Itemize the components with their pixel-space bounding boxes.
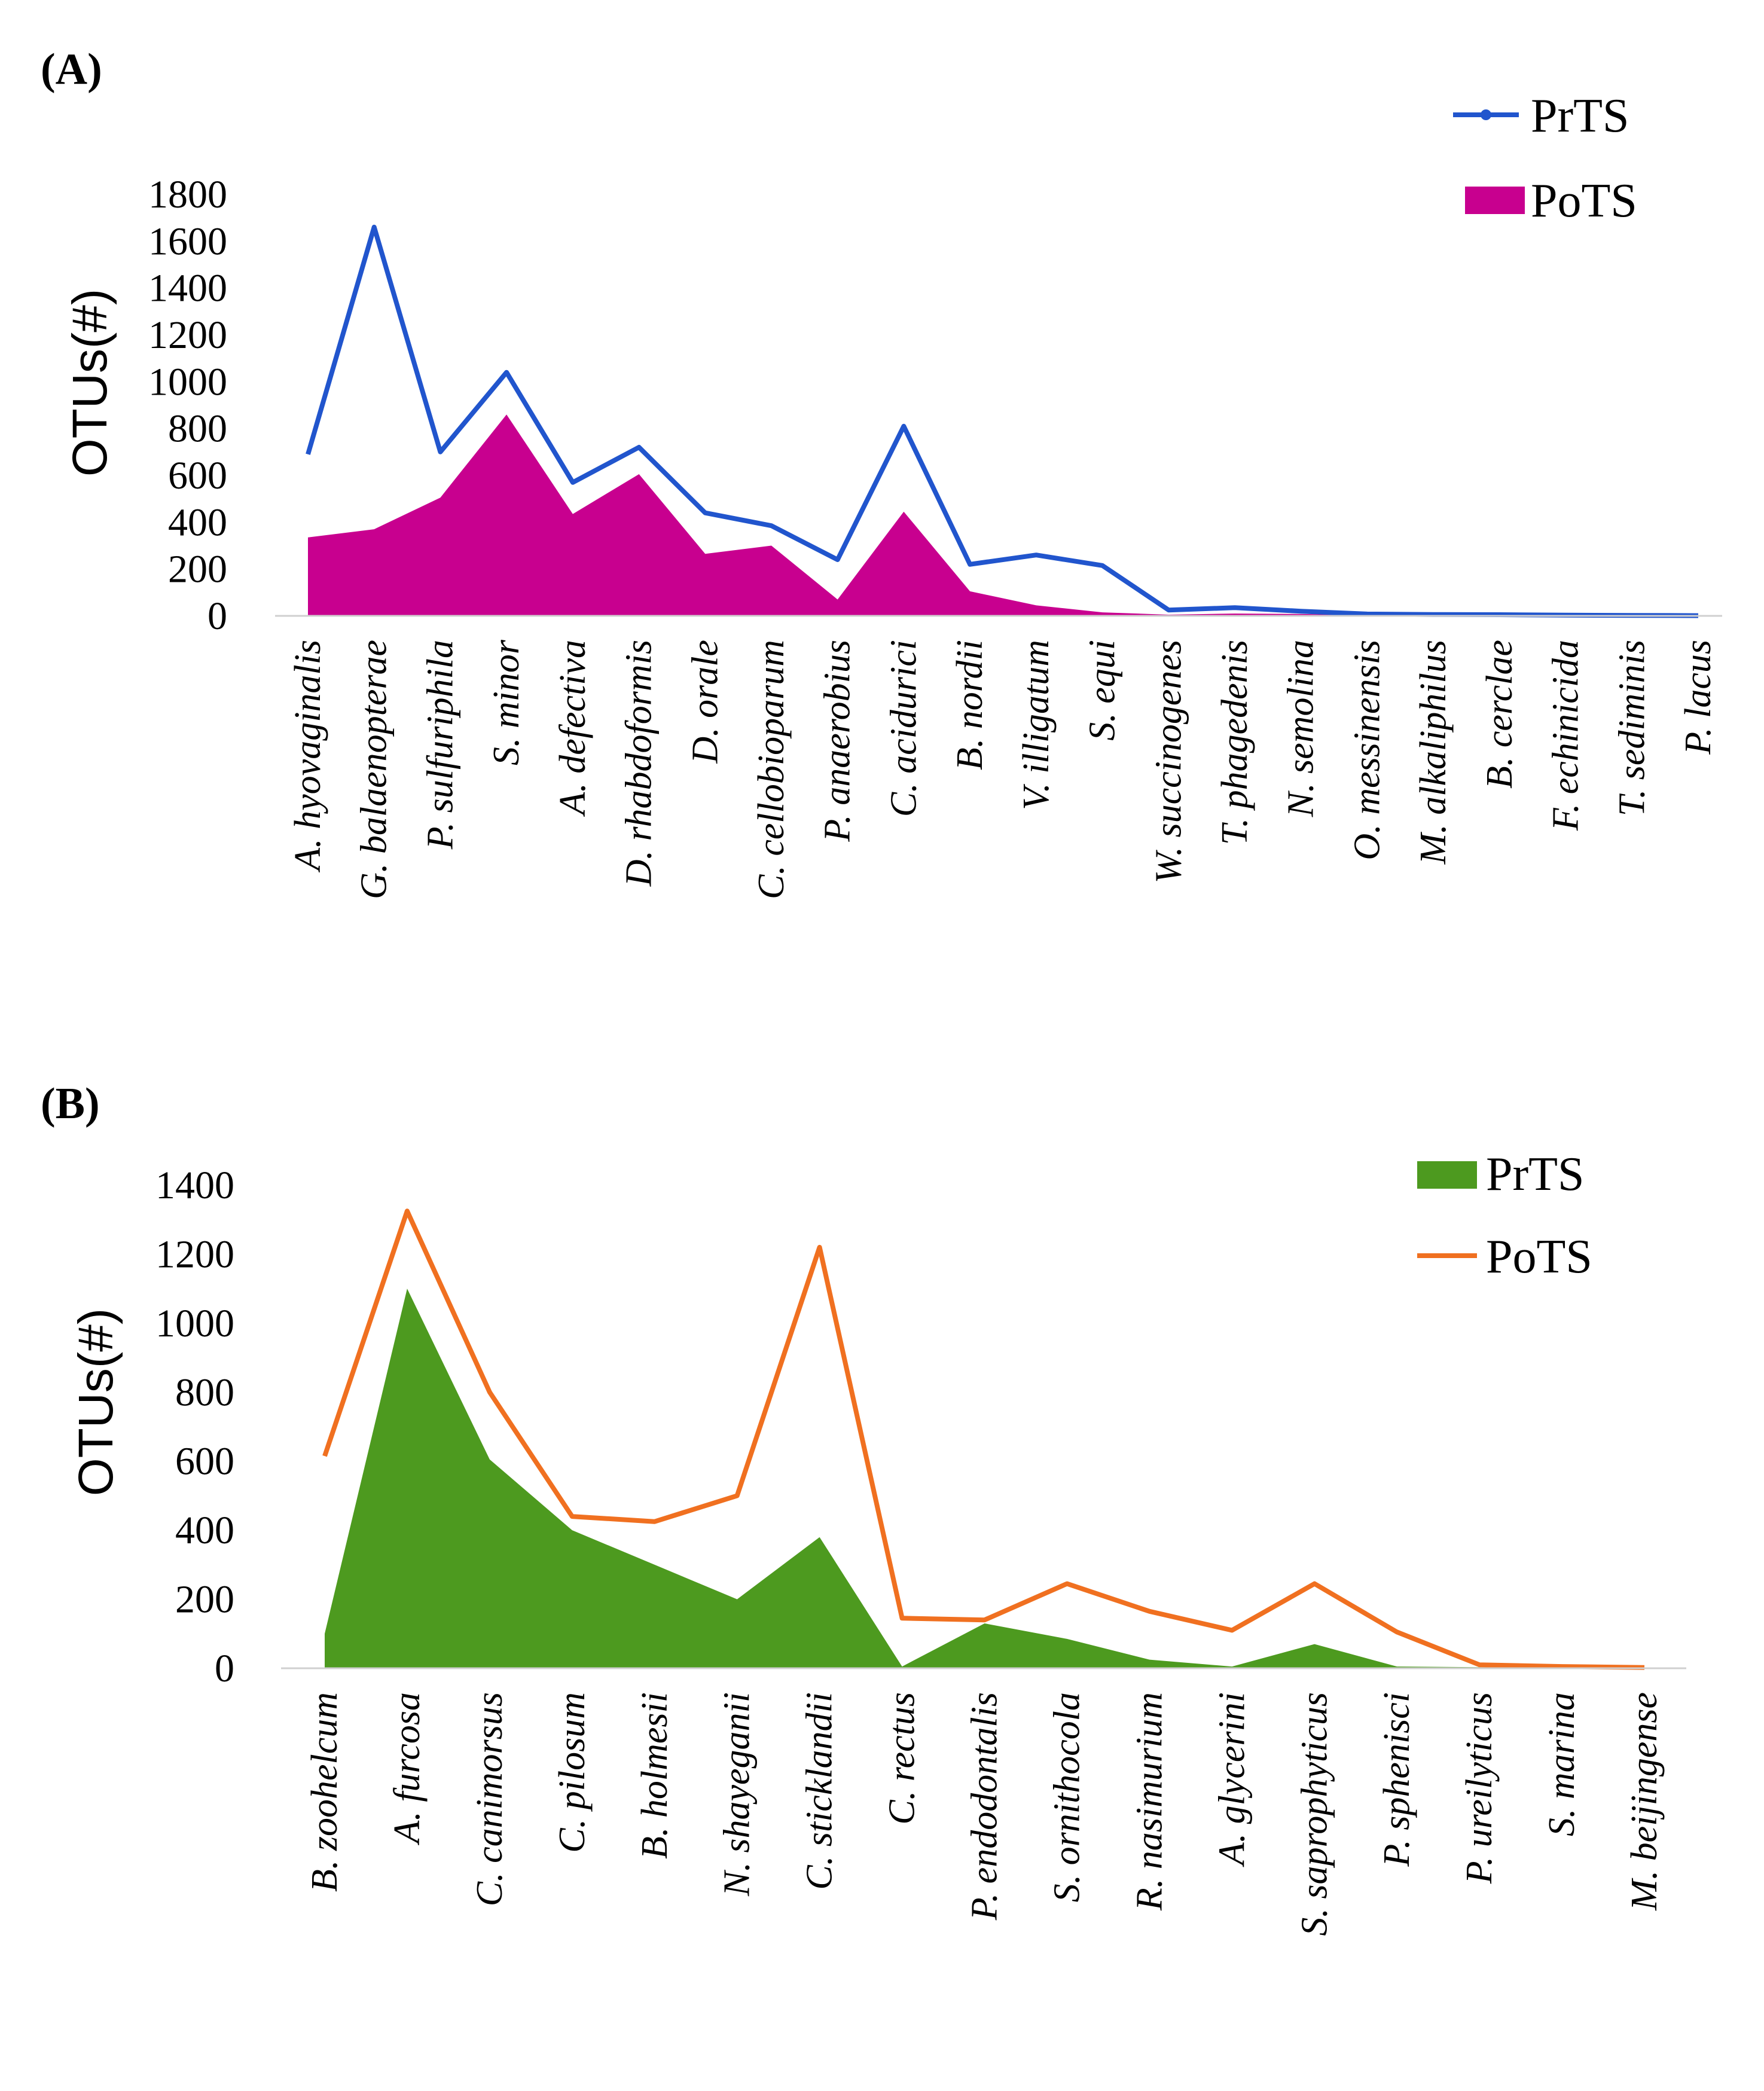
panel-a-line-layer xyxy=(306,224,1699,618)
b-category-label: C. sticklandii xyxy=(799,1692,840,1890)
b-category-label: P. spheniscі xyxy=(1377,1692,1417,1867)
b-y-tick-label: 400 xyxy=(175,1509,234,1552)
legend-pots-area-swatch xyxy=(1465,187,1525,214)
b-category-label: B. holmesii xyxy=(634,1692,675,1859)
b-category-label: S. saprophyticus xyxy=(1294,1692,1335,1936)
a-y-tick-label: 1800 xyxy=(148,173,227,216)
a-category-label: C. cellobioparum xyxy=(751,640,792,899)
a-category-label: C. acidurici xyxy=(883,640,924,817)
legend-b-prts-label: PrTS xyxy=(1486,1148,1585,1201)
a-y-tick-label: 800 xyxy=(168,407,227,451)
b-y-tick-label: 800 xyxy=(175,1370,234,1414)
a-category-label: M. alkaliphilus xyxy=(1413,640,1454,865)
a-category-label: G. balaenopterae xyxy=(354,640,395,899)
a-y-tick-label: 1000 xyxy=(148,360,227,404)
legend-pots-label: PoTS xyxy=(1531,175,1637,227)
b-category-label: N. shayeganii xyxy=(717,1692,758,1897)
panel-a-y-axis-label: OTUs(#) xyxy=(63,289,117,477)
a-y-tick-label: 1600 xyxy=(148,219,227,263)
b-category-label: M. beijingense xyxy=(1624,1692,1665,1911)
a-category-label: A. defectiva xyxy=(553,640,593,817)
legend-prts-area-swatch xyxy=(1417,1161,1477,1189)
panel-b-line-layer xyxy=(322,1208,1645,1670)
a-category-label: B. nordii xyxy=(950,640,990,770)
panel-a-category-labels: A. hyovaginalis G. balaenopterae P. sulfur… xyxy=(288,639,1719,899)
b-y-tick-label: 1400 xyxy=(155,1164,234,1207)
a-y-tick-label: 0 xyxy=(207,594,227,638)
a-category-label: P. sulfuriphila xyxy=(420,640,460,850)
a-category-label: W. succinogenes xyxy=(1148,640,1189,884)
a-category-label: A. hyovaginalis xyxy=(288,640,328,873)
b-category-label: R. nasimurium xyxy=(1129,1692,1170,1911)
b-y-tick-label: 600 xyxy=(175,1440,234,1483)
a-category-label: O. messinensis xyxy=(1347,640,1387,860)
a-category-label: D. rhabdoformis xyxy=(619,640,660,887)
panel-b-legend: PrTS PoTS xyxy=(1417,1148,1592,1283)
a-y-tick-label: 400 xyxy=(168,500,227,544)
b-category-label: P. ureilyticus xyxy=(1459,1692,1500,1884)
a-category-label: V. illigatum xyxy=(1016,640,1057,810)
b-series-prts-area xyxy=(325,1289,1644,1668)
b-category-label: S. ornithocola xyxy=(1046,1692,1087,1902)
b-y-tick-label: 1000 xyxy=(155,1302,234,1345)
a-category-label: S. equi xyxy=(1082,640,1123,741)
b-category-label: P. endodontalis xyxy=(965,1692,1005,1921)
b-category-label: B. zoohelcum xyxy=(304,1692,345,1892)
panel-b-category-labels: B. zoohelcum A. furcosa C. canimorsus C. pi… xyxy=(304,1692,1665,1936)
b-series-pots-line xyxy=(322,1208,1645,1670)
legend-prts-label: PrTS xyxy=(1531,90,1629,142)
b-category-label: C. rectus xyxy=(882,1692,923,1825)
a-category-label: B. cerclae xyxy=(1479,640,1520,789)
a-category-label: F. echinicida xyxy=(1546,640,1586,831)
b-y-tick-label: 200 xyxy=(175,1578,234,1622)
a-series-pots-area xyxy=(308,414,1698,616)
a-series-prts-line xyxy=(306,224,1699,618)
a-y-tick-label: 200 xyxy=(168,548,227,591)
b-category-label: A. furcosa xyxy=(387,1692,428,1846)
a-category-label: P. lacus xyxy=(1678,640,1719,755)
chart-panel-a: (A) OTUs(#) 0200400600800100012001400160… xyxy=(41,45,1722,899)
legend-b-pots-label: PoTS xyxy=(1486,1231,1592,1283)
a-y-tick-label: 600 xyxy=(168,454,227,497)
b-y-tick-label: 1200 xyxy=(155,1232,234,1276)
a-category-label: T. sediminis xyxy=(1612,640,1652,816)
a-category-label: N. semolina xyxy=(1281,640,1322,817)
a-category-label: S. minor xyxy=(486,639,527,765)
panel-b-label: (B) xyxy=(41,1079,100,1128)
a-category-label: P. anaerobius xyxy=(817,640,858,842)
b-category-label: S. marina xyxy=(1542,1692,1582,1836)
legend-prts-marker xyxy=(1481,109,1491,120)
panel-a-label: (A) xyxy=(41,45,102,94)
panel-a-legend: PrTS PoTS xyxy=(1453,90,1637,227)
panel-a-area-layer xyxy=(308,414,1698,616)
panel-b-area-layer xyxy=(325,1289,1644,1668)
a-category-label: T. phagedenis xyxy=(1214,640,1255,845)
b-category-label: A. glycerini xyxy=(1211,1692,1252,1867)
panel-b-y-axis-label: OTUs(#) xyxy=(69,1308,123,1496)
chart-panel-b: (B) OTUs(#) 0 200 400 600 800 1000 1200 1400 B.… xyxy=(41,1079,1686,1936)
a-y-tick-label: 1400 xyxy=(148,267,227,310)
a-category-label: D. orale xyxy=(685,640,725,764)
b-category-label: C. pilosum xyxy=(552,1692,593,1853)
panel-b-y-ticks: 0 200 400 600 800 1000 1200 1400 xyxy=(155,1164,234,1690)
b-y-tick-label: 0 xyxy=(215,1647,234,1690)
b-category-label: C. canimorsus xyxy=(469,1692,510,1906)
a-y-tick-label: 1200 xyxy=(148,313,227,357)
